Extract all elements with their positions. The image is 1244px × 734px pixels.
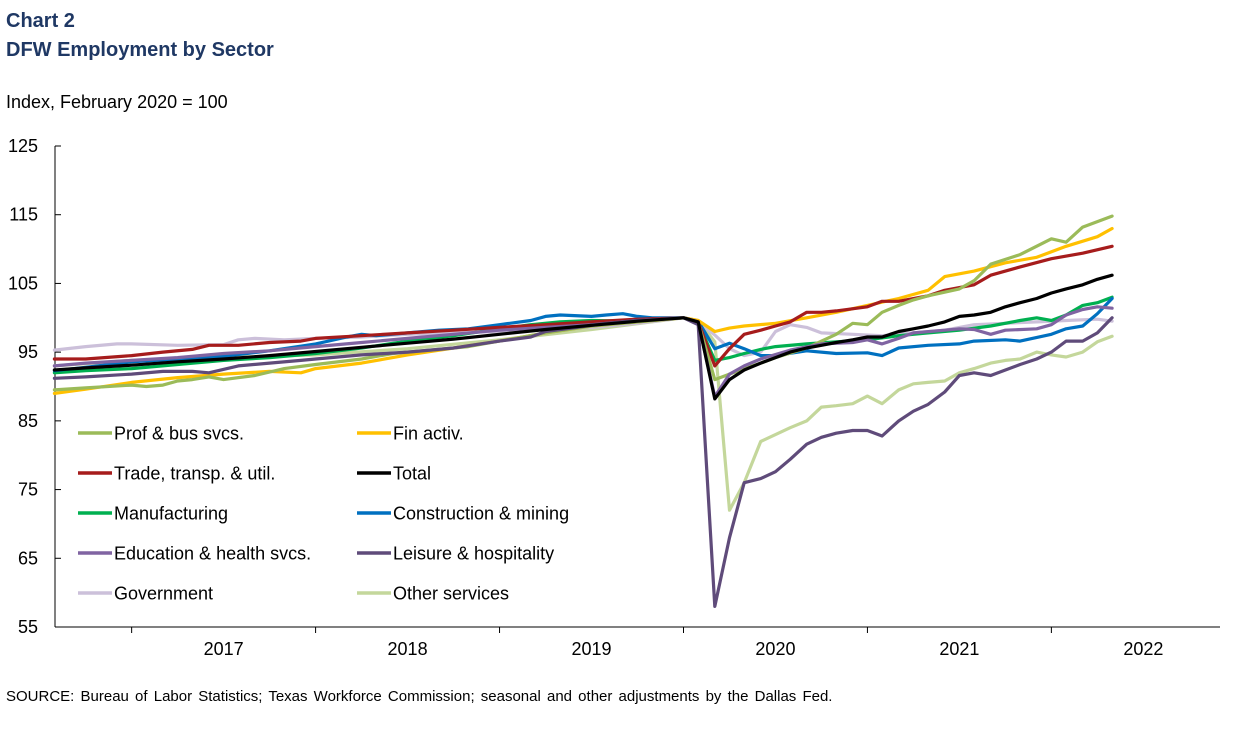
series-line-leisure-hospitality: [52, 316, 1114, 608]
y-tick-label: 105: [8, 273, 38, 293]
y-tick-label: 65: [18, 548, 38, 568]
legend-label: Construction & mining: [393, 504, 569, 524]
x-tick-label: 2020: [755, 639, 795, 659]
y-axis-label: Index, February 2020 = 100: [6, 92, 228, 112]
series-line-education-health-svcs: [52, 305, 1114, 399]
series-lines: [52, 214, 1114, 608]
y-tick-label: 55: [18, 617, 38, 637]
legend-label: Trade, transp. & util.: [114, 464, 275, 484]
legend-label: Fin activ.: [393, 424, 464, 444]
y-tick-label: 85: [18, 411, 38, 431]
legend-label: Total: [393, 464, 431, 484]
y-tick-label: 95: [18, 342, 38, 362]
y-tick-label: 75: [18, 480, 38, 500]
legend: Prof & bus svcs. Fin activ. Trade, transp.…: [78, 424, 569, 604]
legend-label: Education & health svcs.: [114, 544, 311, 564]
source-note: SOURCE: Bureau of Labor Statistics; Texa…: [6, 688, 833, 705]
legend-label: Other services: [393, 584, 509, 604]
legend-label: Leisure & hospitality: [393, 544, 554, 564]
chart-number: Chart 2: [6, 10, 75, 32]
chart-title: DFW Employment by Sector: [6, 39, 274, 61]
x-tick-label: 2022: [1123, 639, 1163, 659]
series-line-fin-activ: [52, 226, 1114, 395]
x-tick-label: 2018: [388, 639, 428, 659]
legend-label: Manufacturing: [114, 504, 228, 524]
y-tick-label: 125: [8, 136, 38, 156]
x-tick-label: 2019: [571, 639, 611, 659]
series-line-trade-transp-util: [52, 244, 1114, 368]
x-tick-label: 2017: [204, 639, 244, 659]
series-line-prof-bus-svcs: [52, 214, 1114, 392]
legend-label: Government: [114, 584, 213, 604]
series-line-manufacturing: [52, 295, 1114, 375]
series-line-total: [52, 273, 1114, 401]
x-tick-label: 2021: [939, 639, 979, 659]
axes: 55 65 75 85 95 105 115 125 2017 2018 2019 2020 2021 2…: [8, 136, 1220, 659]
y-tick-label: 115: [9, 205, 38, 225]
legend-label: Prof & bus svcs.: [114, 424, 244, 444]
series-line-other-services: [52, 316, 1114, 512]
